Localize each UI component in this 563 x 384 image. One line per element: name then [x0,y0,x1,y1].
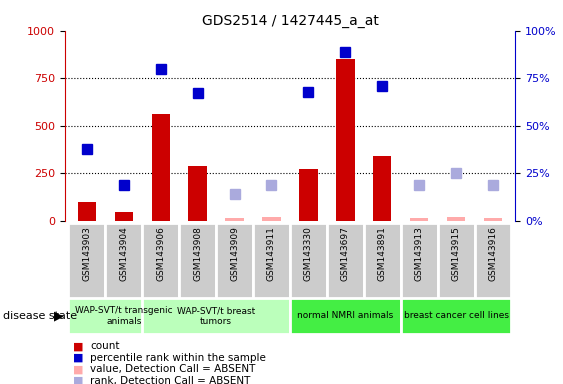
Bar [290,298,401,334]
Text: ■: ■ [73,341,84,351]
Text: GSM143330: GSM143330 [304,227,313,281]
Text: GSM143906: GSM143906 [156,227,165,281]
Text: ■: ■ [73,353,84,363]
Title: GDS2514 / 1427445_a_at: GDS2514 / 1427445_a_at [202,14,378,28]
Text: GSM143904: GSM143904 [119,227,128,281]
Text: WAP-SVT/t breast
tumors: WAP-SVT/t breast tumors [177,306,255,326]
Bar [69,298,179,334]
Bar [484,218,502,221]
Bar [253,223,290,298]
Bar [262,217,281,221]
Bar [151,114,170,221]
Bar [336,59,355,221]
Text: GSM143903: GSM143903 [82,227,91,281]
Text: ▶: ▶ [54,310,64,322]
Bar [225,218,244,221]
Text: GSM143915: GSM143915 [452,227,461,281]
Bar [447,217,465,221]
Bar [364,223,401,298]
Text: GSM143916: GSM143916 [489,227,498,281]
Text: WAP-SVT/t transgenic
animals: WAP-SVT/t transgenic animals [75,306,173,326]
Bar [290,223,327,298]
Text: value, Detection Call = ABSENT: value, Detection Call = ABSENT [90,364,256,374]
Bar [115,212,133,221]
Bar [401,298,511,334]
Text: normal NMRI animals: normal NMRI animals [297,311,394,320]
Text: GSM143913: GSM143913 [415,227,424,281]
Bar [475,223,511,298]
Text: rank, Detection Call = ABSENT: rank, Detection Call = ABSENT [90,376,251,384]
Bar [437,223,475,298]
Bar [142,298,290,334]
Text: disease state: disease state [3,311,77,321]
Text: count: count [90,341,119,351]
Text: GSM143908: GSM143908 [193,227,202,281]
Text: GSM143697: GSM143697 [341,227,350,281]
Bar [216,223,253,298]
Bar [401,223,437,298]
Bar [179,223,216,298]
Text: GSM143909: GSM143909 [230,227,239,281]
Text: ■: ■ [73,364,84,374]
Text: breast cancer cell lines: breast cancer cell lines [404,311,508,320]
Bar [142,223,179,298]
Bar [410,218,428,221]
Text: percentile rank within the sample: percentile rank within the sample [90,353,266,363]
Bar [373,156,391,221]
Bar [105,223,142,298]
Bar [299,169,318,221]
Bar [189,166,207,221]
Bar [69,223,105,298]
Text: ■: ■ [73,376,84,384]
Text: GSM143911: GSM143911 [267,227,276,281]
Bar [327,223,364,298]
Text: GSM143891: GSM143891 [378,227,387,281]
Bar [78,202,96,221]
